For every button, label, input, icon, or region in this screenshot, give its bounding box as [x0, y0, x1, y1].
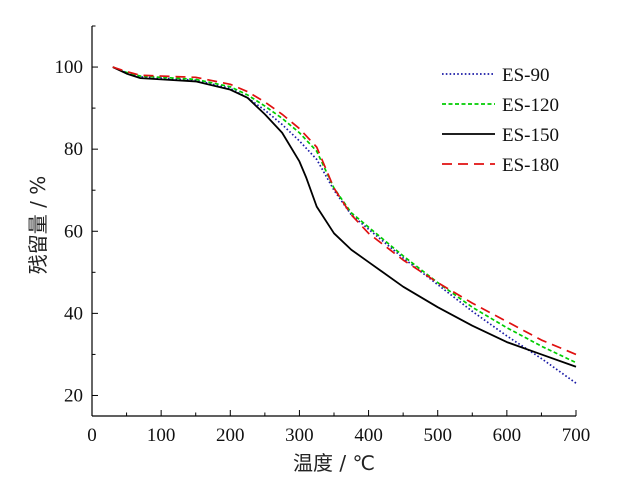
x-tick-label: 600	[493, 425, 522, 446]
y-tick-label: 20	[64, 385, 83, 406]
plot-area: 0 100 200 300 400 500 600 700 20 40 60 80 100	[55, 25, 590, 446]
legend-label-es-90: ES-90	[502, 65, 550, 86]
x-axis-title: 温度 / ℃	[293, 451, 375, 475]
x-tick-label: 700	[562, 425, 591, 446]
legend-label-es-180: ES-180	[502, 155, 559, 176]
series-lines	[112, 66, 577, 384]
x-tick-label: 200	[216, 425, 245, 446]
y-tick-label: 80	[64, 139, 83, 160]
y-tick-label: 60	[64, 221, 83, 242]
y-tick-label: 100	[55, 57, 84, 78]
x-tick-label: 400	[354, 425, 383, 446]
series-line-es-90	[112, 66, 577, 384]
series-line-es-120	[112, 66, 577, 364]
y-axis-ticks: 20 40 60 80 100	[55, 25, 98, 406]
x-tick-label: 500	[423, 425, 452, 446]
y-axis-title: 残留量 / %	[26, 176, 50, 274]
x-tick-label: 0	[87, 425, 97, 446]
legend-label-es-120: ES-120	[502, 95, 559, 116]
x-tick-label: 100	[147, 425, 176, 446]
x-tick-label: 300	[285, 425, 314, 446]
legend-label-es-150: ES-150	[502, 125, 559, 146]
x-axis-ticks: 0 100 200 300 400 500 600 700	[87, 410, 590, 446]
y-tick-label: 40	[64, 303, 83, 324]
series-line-es-150	[112, 66, 577, 368]
legend: ES-90 ES-120 ES-150 ES-180	[442, 65, 559, 176]
series-line-es-180	[112, 66, 577, 356]
